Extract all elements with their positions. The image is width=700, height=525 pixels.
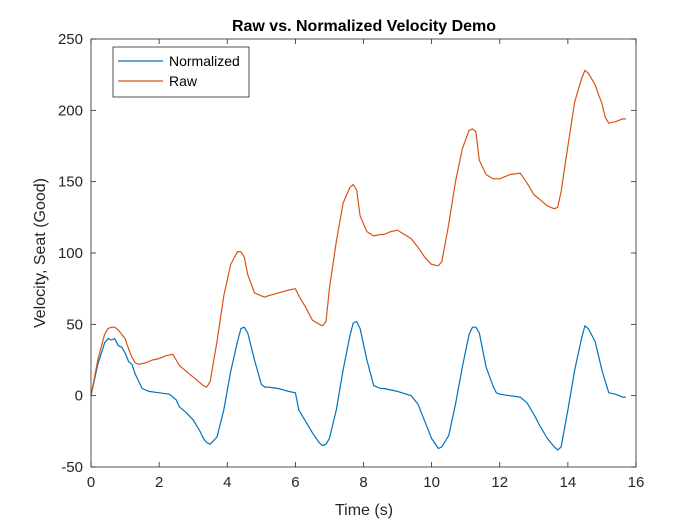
y-tick-label: 250 (58, 31, 83, 48)
y-tick-label: 100 (58, 245, 83, 262)
x-tick-label: 12 (491, 474, 508, 491)
y-axis-title: Velocity, Seat (Good) (32, 178, 49, 328)
legend-box (112, 46, 250, 98)
y-tick-label: 150 (58, 174, 83, 191)
y-tick-label: 200 (58, 102, 83, 119)
legend-label-normalized: Normalized (169, 53, 240, 69)
x-tick-label: 14 (560, 474, 577, 491)
x-tick-label: 4 (223, 474, 231, 491)
y-tick-label: 50 (66, 316, 83, 333)
x-tick-label: 10 (423, 474, 440, 491)
x-tick-label: 16 (628, 474, 645, 491)
y-tick-label: -50 (61, 459, 83, 476)
series-line-raw (90, 69, 626, 396)
x-tick-label: 8 (359, 474, 367, 491)
chart-title: Raw vs. Normalized Velocity Demo (232, 18, 496, 35)
x-tick-label: 2 (155, 474, 163, 491)
legend-label-raw: Raw (169, 73, 198, 89)
series-line-normalized (90, 320, 626, 451)
x-axis-title: Time (s) (335, 502, 393, 519)
y-tick-label: 0 (75, 388, 83, 405)
plot-area (91, 39, 636, 467)
x-tick-label: 0 (87, 474, 95, 491)
x-tick-label: 6 (291, 474, 299, 491)
legend: Normalized Raw (112, 46, 250, 98)
series-layer (90, 69, 626, 451)
